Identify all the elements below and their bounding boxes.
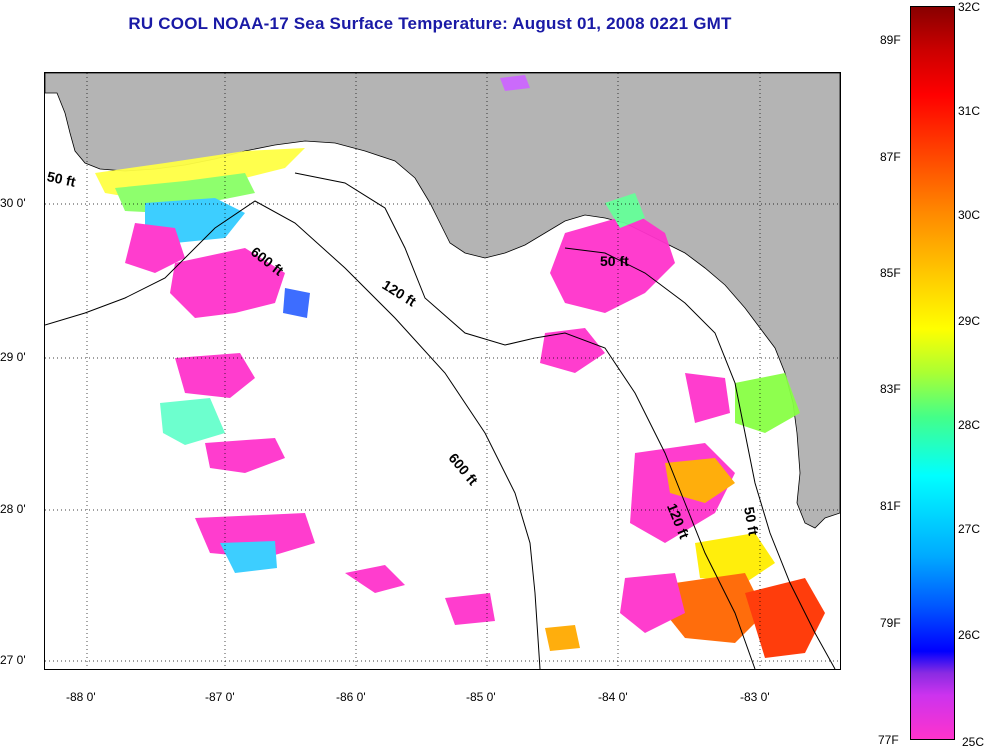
depth-contours bbox=[45, 172, 836, 669]
lon-label: -85 0' bbox=[466, 690, 496, 704]
colorbar-celsius-label: 25C bbox=[962, 735, 985, 749]
colorbar-celsius-label: 27C bbox=[958, 522, 981, 536]
lon-label: -87 0' bbox=[205, 690, 235, 704]
colorbar-celsius-label: 31C bbox=[958, 104, 981, 118]
colorbar-fahrenheit-label: 79F bbox=[880, 616, 901, 630]
contour-label-50ft-east: 50 ft bbox=[600, 253, 629, 269]
map-title: RU COOL NOAA-17 Sea Surface Temperature:… bbox=[128, 14, 732, 33]
lon-label: -83 0' bbox=[740, 690, 770, 704]
colorbar-fahrenheit-label: 77F bbox=[878, 733, 899, 747]
colorbar-celsius-label: 30C bbox=[958, 208, 981, 222]
map-graticule bbox=[45, 73, 840, 669]
lat-label: 28 0' bbox=[0, 502, 26, 516]
colorbar-celsius-label: 32C bbox=[958, 0, 981, 14]
colorbar-celsius-label: 28C bbox=[958, 418, 981, 432]
colorbar-fahrenheit-label: 89F bbox=[880, 33, 901, 47]
lat-label: 29 0' bbox=[0, 350, 26, 364]
sst-map[interactable]: 50 ft 600 ft 120 ft 50 ft 600 ft 120 ft … bbox=[44, 72, 841, 670]
map-canvas bbox=[45, 73, 840, 669]
lon-label: -84 0' bbox=[598, 690, 628, 704]
lon-label: -86 0' bbox=[336, 690, 366, 704]
lat-label: 27 0' bbox=[0, 653, 26, 667]
temperature-colorbar bbox=[910, 6, 955, 740]
colorbar-celsius-label: 26C bbox=[958, 628, 981, 642]
colorbar-fahrenheit-label: 85F bbox=[880, 266, 901, 280]
sst-patches bbox=[95, 75, 825, 658]
lon-label: -88 0' bbox=[66, 690, 96, 704]
colorbar-fahrenheit-label: 87F bbox=[880, 150, 901, 164]
colorbar-fahrenheit-label: 83F bbox=[880, 382, 901, 396]
colorbar-celsius-label: 29C bbox=[958, 314, 981, 328]
colorbar-fahrenheit-label: 81F bbox=[880, 499, 901, 513]
lat-label: 30 0' bbox=[0, 196, 26, 210]
